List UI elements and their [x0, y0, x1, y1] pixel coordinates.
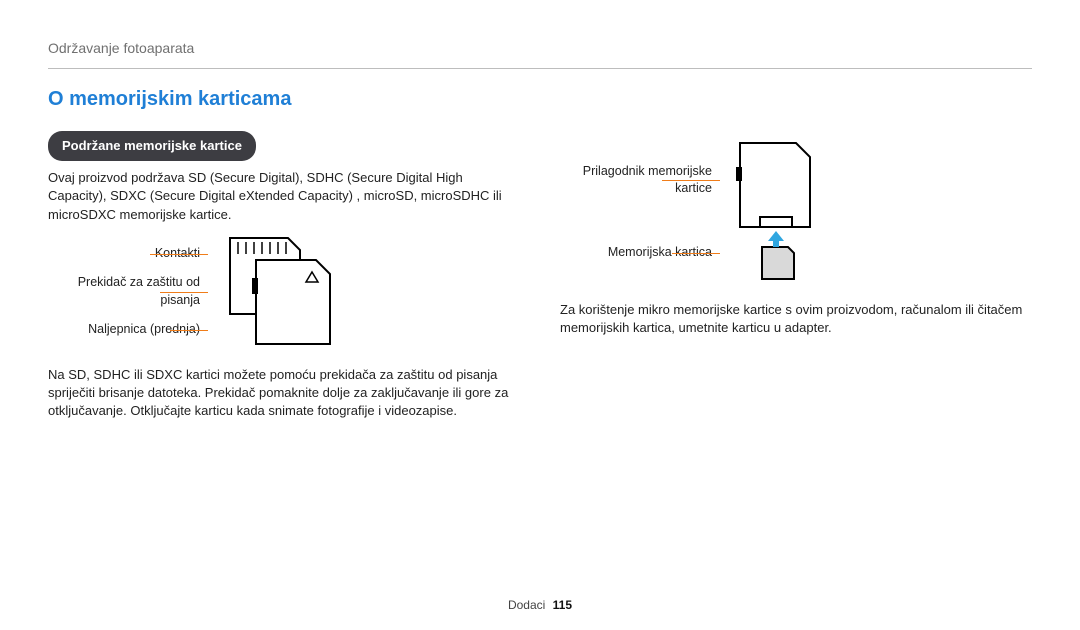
callout-write-protect: Prekidač za zaštitu od pisanja [48, 274, 200, 309]
right-column: Prilagodnik memorijske kartice Memorijsk… [560, 131, 1032, 428]
sd-callouts: Kontakti Prekidač za zaštitu od pisanja … [48, 245, 208, 339]
page-footer: Dodaci 115 [0, 598, 1080, 612]
adapter-figure-row: Prilagodnik memorijske kartice Memorijsk… [560, 137, 1032, 287]
running-head: Održavanje fotoaparata [48, 40, 1032, 56]
page-root: Održavanje fotoaparata O memorijskim kar… [0, 0, 1080, 630]
section-title: O memorijskim karticama [48, 88, 1032, 111]
adapter-diagram [720, 137, 830, 287]
sd-card-figure-row: Kontakti Prekidač za zaštitu od pisanja … [48, 232, 520, 352]
intro-paragraph: Ovaj proizvod podržava SD (Secure Digita… [48, 169, 520, 224]
adapter-callouts: Prilagodnik memorijske kartice Memorijsk… [560, 163, 720, 262]
footer-page-number: 115 [553, 598, 572, 612]
footer-section-label: Dodaci [508, 598, 545, 612]
callout-adapter: Prilagodnik memorijske kartice [560, 163, 712, 198]
left-column: Podržane memorijske kartice Ovaj proizvo… [48, 131, 520, 428]
header-rule [48, 68, 1032, 69]
supported-cards-pill: Podržane memorijske kartice [48, 131, 256, 161]
two-column-layout: Podržane memorijske kartice Ovaj proizvo… [48, 131, 1032, 428]
write-protect-paragraph: Na SD, SDHC ili SDXC kartici možete pomo… [48, 366, 520, 421]
callout-memory-card: Memorijska kartica [560, 244, 712, 262]
callout-contacts: Kontakti [48, 245, 200, 263]
sd-card-diagram [208, 232, 348, 352]
callout-label-front: Naljepnica (prednja) [48, 321, 200, 339]
adapter-paragraph: Za korištenje mikro memorijske kartice s… [560, 301, 1032, 337]
